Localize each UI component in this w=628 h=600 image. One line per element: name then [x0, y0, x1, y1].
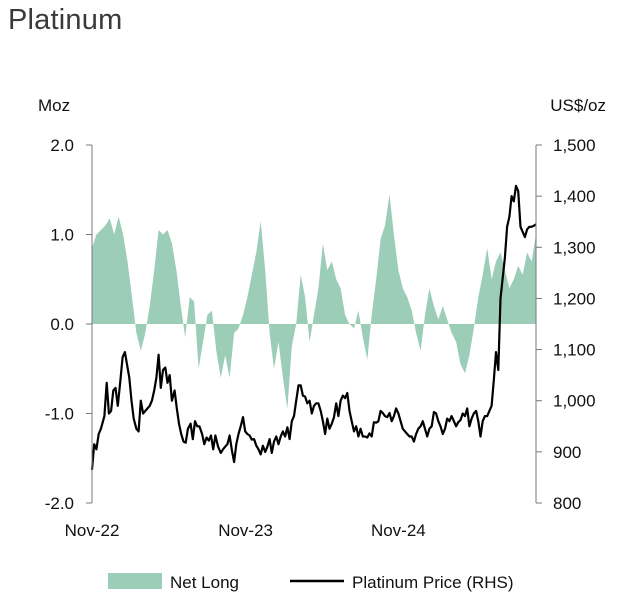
net-long-area [92, 194, 536, 409]
left-axis-tick-label: 2.0 [50, 136, 74, 155]
legend: Net Long Platinum Price (RHS) [108, 573, 514, 592]
price-line-layer [90, 184, 537, 470]
right-axis-tick-label: 1,300 [553, 238, 596, 257]
left-axis-tick-label: 1.0 [50, 226, 74, 245]
left-axis-tick-label: -1.0 [45, 405, 74, 424]
right-axis-tick-label: 800 [553, 494, 581, 513]
legend-swatch-net-long [108, 573, 162, 589]
x-axis-tick-label: Nov-23 [218, 521, 273, 540]
right-axis-tick-label: 1,100 [553, 341, 596, 360]
right-axis-unit: US$/oz [550, 96, 606, 115]
right-axis-tick-label: 1,200 [553, 289, 596, 308]
legend-label-net-long: Net Long [170, 573, 239, 592]
right-axis-tick-label: 1,500 [553, 136, 596, 155]
x-axis-tick-label: Nov-24 [371, 521, 426, 540]
axes-layer [86, 144, 542, 504]
right-axis-tick-label: 900 [553, 443, 581, 462]
labels-layer: 2.0 1.0 0.0 -1.0 -2.0 1,500 1,400 1,300 1,200 1,1… [38, 96, 606, 540]
left-axis-tick-label: -2.0 [45, 494, 74, 513]
right-axis-tick-label: 1,000 [553, 392, 596, 411]
chart-title: Platinum [8, 4, 123, 36]
net-long-area-layer [92, 194, 536, 409]
x-axis-tick-label: Nov-22 [65, 521, 120, 540]
legend-label-price: Platinum Price (RHS) [352, 573, 514, 592]
left-axis-tick-label: 0.0 [50, 315, 74, 334]
right-axis-tick-label: 1,400 [553, 187, 596, 206]
platinum-price-line [90, 184, 537, 470]
left-axis-unit: Moz [38, 96, 70, 115]
